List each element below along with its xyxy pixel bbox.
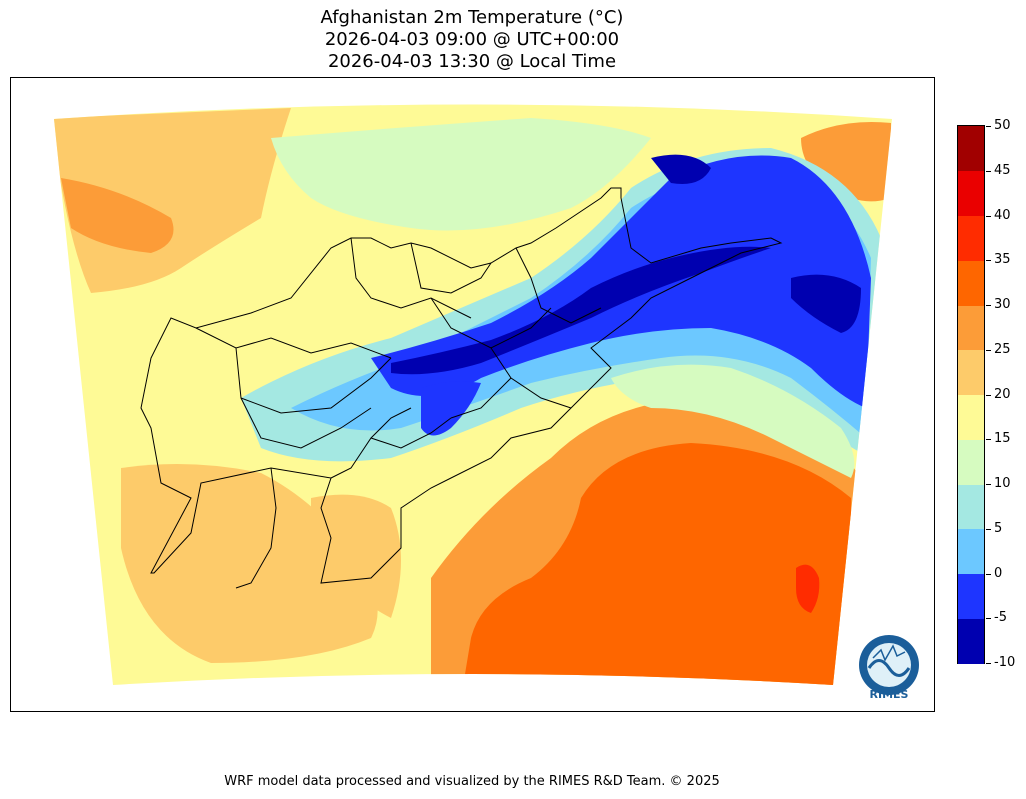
colorbar-tick-label: 40	[994, 207, 1011, 223]
colorbar-tick-label: 20	[994, 386, 1011, 402]
temp-band-25-30-nw	[61, 178, 174, 253]
temperature-field	[54, 104, 892, 685]
colorbar-tick-label: 5	[994, 520, 1003, 536]
temp-band-below-minus5	[391, 246, 771, 375]
colorbar-tick	[986, 528, 991, 530]
colorbar-segment	[958, 439, 984, 485]
temp-band-10-15-n	[271, 118, 651, 231]
colorbar-tick	[986, 170, 991, 172]
map-title: Afghanistan 2m Temperature (°C)	[320, 7, 624, 28]
province-line-6	[350, 237, 472, 319]
province-line-11	[370, 417, 452, 449]
province-line-2	[235, 347, 392, 414]
temp-band-30-35-se	[461, 443, 851, 685]
temp-band-35-40	[796, 564, 820, 613]
temp-band-minus5-0-spur	[421, 381, 481, 436]
province-line-10	[490, 347, 572, 409]
colorbar-tick	[986, 215, 991, 217]
temp-band-below-minus5-e	[791, 274, 861, 333]
province-line-12	[450, 377, 512, 419]
colorbar-tick	[986, 305, 991, 306]
colorbar-tick	[986, 394, 991, 396]
colorbar-tick-label: 10	[994, 476, 1011, 491]
colorbar-tick-label: -10	[994, 655, 1016, 670]
rimes-logo: RIMES	[859, 635, 919, 701]
colorbar-segment	[958, 126, 984, 172]
utc-time: 2026-04-03 09:00 @ UTC+00:00	[324, 29, 620, 50]
province-line-3	[240, 397, 372, 449]
colorbar-tick-label: -5	[994, 610, 1007, 626]
colorbar-segment	[958, 305, 984, 351]
colorbar-tick-label: 25	[994, 341, 1011, 357]
colorbar-segment	[958, 349, 984, 395]
logo-text: RIMES	[870, 688, 909, 701]
colorbar-segment	[958, 394, 984, 440]
colorbar	[957, 125, 985, 664]
colorbar-tick	[986, 349, 991, 351]
colorbar-segment	[958, 573, 984, 619]
map-panel: RIMES	[10, 77, 935, 712]
colorbar-tick	[986, 260, 991, 262]
province-line-9	[515, 247, 602, 324]
colorbar-segment	[958, 215, 984, 261]
footer-credit: WRF model data processed and visualized …	[224, 774, 720, 789]
province-line-4	[235, 467, 277, 589]
colorbar-tick-label: 45	[994, 162, 1011, 178]
colorbar-tick-label: 50	[994, 118, 1011, 133]
colorbar-tick	[986, 439, 991, 441]
colorbar-tick	[986, 126, 991, 127]
colorbar-tick	[986, 484, 991, 485]
colorbar-tick	[986, 663, 991, 664]
province-line-7	[410, 242, 492, 294]
colorbar-tick-label: 30	[994, 297, 1011, 312]
colorbar-tick-label: 35	[994, 252, 1011, 268]
temperature-map: RIMES	[54, 104, 919, 701]
temp-band-20-25-s	[311, 494, 401, 618]
province-boundaries	[140, 187, 783, 589]
temp-band-10-15-e	[611, 364, 855, 478]
local-time: 2026-04-03 13:30 @ Local Time	[327, 51, 617, 72]
province-line-1	[195, 327, 392, 359]
temp-band-20-25-nw	[54, 108, 291, 293]
colorbar-tick	[986, 573, 991, 575]
temp-band-below-minus5-ne	[651, 154, 711, 184]
colorbar-segment	[958, 170, 984, 216]
colorbar-tick	[986, 618, 991, 620]
country-outline	[140, 187, 783, 584]
colorbar-segment	[958, 484, 984, 530]
colorbar-segment	[958, 528, 984, 574]
colorbar-segment	[958, 260, 984, 306]
colorbar-tick-label: 0	[994, 565, 1003, 581]
colorbar-tick-label: 15	[994, 431, 1011, 447]
colorbar-segment	[958, 618, 984, 664]
